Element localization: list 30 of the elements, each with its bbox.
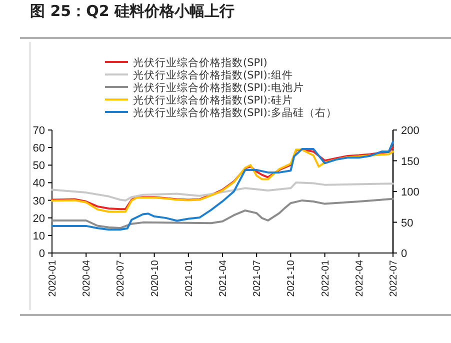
y2-tick-label: 100	[401, 186, 420, 198]
x-tick-label: 2020-07	[116, 260, 127, 297]
y-tick-label: 50	[32, 160, 45, 172]
x-tick-label: 2020-01	[48, 260, 58, 297]
y-tick-label: 30	[32, 195, 45, 208]
x-tick-label: 2020-04	[82, 260, 93, 297]
x-tick-label: 2021-10	[286, 260, 298, 297]
x-tick-label: 2021-01	[184, 260, 195, 297]
x-tick-label: 2022-01	[320, 260, 332, 297]
y2-tick-label: 150	[401, 156, 420, 168]
x-tick-label: 2021-07	[252, 260, 264, 297]
y2-tick-label: 200	[401, 125, 420, 137]
legend-label: 光伏行业综合价格指数(SPI):组件	[133, 68, 293, 82]
y-tick-label: 40	[32, 178, 45, 190]
legend-label: 光伏行业综合价格指数(SPI):多晶硅（右）	[133, 106, 337, 119]
y2-tick-label: 50	[401, 217, 414, 230]
y-tick-label: 0	[38, 248, 45, 260]
y2-tick-label: 0	[401, 248, 408, 260]
chart-title: 图 25：Q2 硅料价格小幅上行	[30, 2, 235, 20]
y-tick-label: 20	[32, 212, 45, 225]
x-tick-label: 2022-07	[388, 260, 400, 297]
x-tick-label: 2021-04	[218, 260, 229, 297]
legend-label: 光伏行业综合价格指数(SPI)	[133, 56, 268, 69]
x-tick-label: 2022-04	[354, 260, 366, 297]
x-tick-label: 2020-10	[150, 260, 161, 297]
legend-label: 光伏行业综合价格指数(SPI):硅片	[133, 94, 293, 106]
y-tick-label: 70	[32, 125, 45, 137]
legend-label: 光伏行业综合价格指数(SPI):电池片	[133, 81, 304, 94]
y-tick-label: 10	[32, 230, 45, 242]
y-tick-label: 60	[32, 142, 45, 155]
